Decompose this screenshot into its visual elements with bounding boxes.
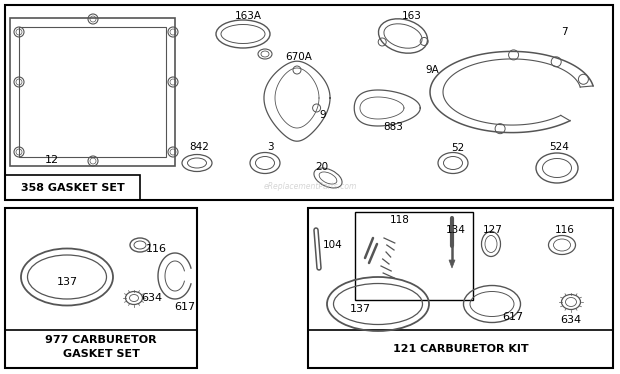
Text: 634: 634 (560, 315, 582, 325)
Text: 163: 163 (402, 11, 422, 21)
Polygon shape (449, 260, 455, 268)
Bar (5, 208, 197, 368)
Text: 842: 842 (189, 142, 209, 152)
Text: 617: 617 (174, 302, 195, 312)
Text: 883: 883 (383, 122, 403, 132)
Text: 104: 104 (323, 240, 343, 250)
Text: 670A: 670A (286, 52, 312, 62)
Text: 118: 118 (390, 215, 410, 225)
Bar (5, 5, 613, 200)
Text: 12: 12 (45, 155, 59, 165)
Bar (308, 208, 613, 368)
Text: eReplacementParts.com: eReplacementParts.com (264, 181, 356, 190)
Bar (19, 27, 166, 157)
Text: 127: 127 (483, 225, 503, 235)
Text: 7: 7 (560, 27, 567, 37)
Text: 163A: 163A (234, 11, 262, 21)
Text: 20: 20 (316, 162, 329, 172)
Text: GASKET SET: GASKET SET (63, 349, 140, 359)
Bar (5, 330, 197, 368)
Text: 3: 3 (267, 142, 273, 152)
Bar (10, 18, 175, 166)
Text: 9: 9 (320, 110, 326, 120)
Text: 617: 617 (502, 312, 523, 322)
Text: 137: 137 (350, 304, 371, 314)
Text: 358 GASKET SET: 358 GASKET SET (20, 183, 125, 193)
Text: 9A: 9A (425, 65, 439, 75)
Text: 977 CARBURETOR: 977 CARBURETOR (45, 335, 157, 345)
Text: 116: 116 (555, 225, 575, 235)
Text: 134: 134 (446, 225, 466, 235)
Text: 116: 116 (146, 244, 167, 254)
Text: 52: 52 (451, 143, 464, 153)
Text: 121 CARBURETOR KIT: 121 CARBURETOR KIT (392, 344, 528, 354)
Bar (355, 212, 473, 300)
Text: 524: 524 (549, 142, 569, 152)
Bar (5, 175, 140, 200)
Bar (308, 330, 613, 368)
Text: 137: 137 (56, 277, 78, 287)
Text: 634: 634 (141, 293, 162, 303)
